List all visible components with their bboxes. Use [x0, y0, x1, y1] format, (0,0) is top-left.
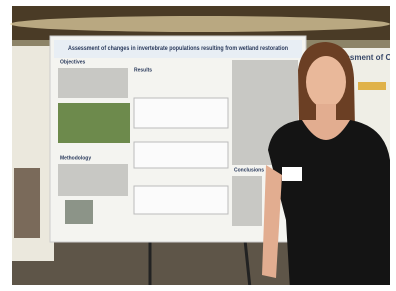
poster-title: Assessment of changes in invertebrate po… [68, 45, 288, 52]
section-heading: Objectives [60, 59, 86, 65]
right-poster-highlight [358, 82, 386, 90]
section-heading: Conclusions [234, 167, 264, 173]
poster-photos [58, 103, 130, 143]
photo: essment of C Assessment of changes in in… [0, 0, 396, 291]
left-poster-photos [14, 168, 40, 238]
poster-graph [134, 98, 228, 128]
name-tag [282, 167, 302, 181]
poster-graph [134, 186, 228, 214]
section-heading: Methodology [60, 155, 91, 161]
person-face [306, 56, 346, 108]
ceiling-light [10, 16, 390, 32]
poster-graph [134, 142, 228, 168]
poster-photo [65, 200, 93, 224]
section-heading: Results [134, 67, 152, 73]
